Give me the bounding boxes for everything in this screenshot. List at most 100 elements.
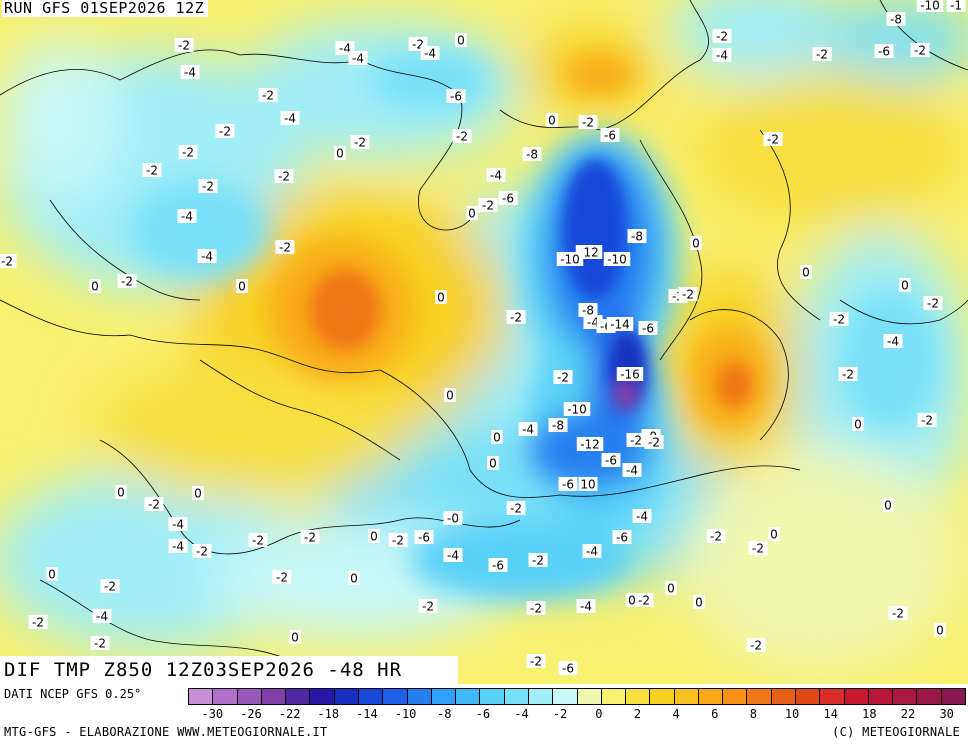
- svg-text:-2: -2: [304, 531, 316, 545]
- contour-label: -6: [488, 558, 508, 573]
- contour-label: -4: [92, 609, 112, 624]
- svg-text:-4: -4: [716, 49, 728, 63]
- contour-label: -2: [274, 169, 294, 184]
- svg-text:-2: -2: [767, 133, 779, 147]
- svg-text:-2: -2: [392, 534, 404, 548]
- credit-right: (C) METEOGIORNALE: [832, 725, 960, 739]
- scale-swatch: [480, 689, 505, 704]
- svg-text:-4: -4: [201, 250, 213, 264]
- contour-label: -2: [748, 541, 768, 556]
- contour-label: -8: [548, 418, 568, 433]
- svg-text:-2: -2: [412, 38, 424, 52]
- contour-label: -2: [528, 553, 548, 568]
- svg-text:0: 0: [437, 291, 445, 305]
- contour-label: -1: [946, 0, 966, 13]
- contour-label: -6: [558, 661, 578, 676]
- svg-text:-2: -2: [219, 125, 231, 139]
- contour-label: 0: [665, 581, 677, 596]
- contour-label: -4: [486, 168, 506, 183]
- run-title: RUN GFS 01SEP2026 12Z: [2, 0, 209, 17]
- svg-text:-2: -2: [276, 571, 288, 585]
- scale-swatch: [941, 689, 965, 704]
- svg-text:-4: -4: [284, 112, 296, 126]
- svg-text:-2: -2: [630, 434, 642, 448]
- svg-text:-6: -6: [418, 531, 430, 545]
- svg-text:-2: -2: [530, 655, 542, 669]
- svg-text:-4: -4: [626, 464, 638, 478]
- contour-label: -2: [712, 29, 732, 44]
- contour-label: -2: [198, 179, 218, 194]
- svg-text:-8: -8: [582, 304, 594, 318]
- scale-swatch: [456, 689, 481, 704]
- svg-text:-6: -6: [604, 129, 616, 143]
- contour-label: -2: [388, 533, 408, 548]
- contour-labels: -2 -4-4-2-40-4-2-4-2-2-2-2-2-20-6-2-4-2-4…: [0, 0, 966, 676]
- contour-label: -2: [888, 606, 908, 621]
- svg-text:-12: -12: [579, 246, 599, 260]
- svg-text:0: 0: [457, 34, 465, 48]
- contour-label: -2: [350, 135, 370, 150]
- scale-swatch: [650, 689, 675, 704]
- contour-label: -2: [117, 274, 137, 289]
- svg-text:0: 0: [901, 279, 909, 293]
- contour-label: -2: [553, 370, 573, 385]
- svg-text:-8: -8: [890, 13, 902, 27]
- contour-label: -4: [197, 249, 217, 264]
- svg-text:-2: -2: [557, 371, 569, 385]
- contour-label: -16: [616, 367, 644, 382]
- scale-label: 6: [711, 707, 719, 721]
- svg-text:-6: -6: [562, 478, 574, 492]
- svg-text:-2: -2: [148, 498, 160, 512]
- svg-text:-2: -2: [710, 530, 722, 544]
- contour-label: 0: [690, 236, 702, 251]
- contour-label: 0: [289, 630, 301, 645]
- svg-text:0: 0: [695, 596, 703, 610]
- svg-text:-14: -14: [610, 318, 630, 332]
- svg-text:-1: -1: [950, 0, 962, 13]
- svg-text:-2: -2: [530, 602, 542, 616]
- scale-swatch: [893, 689, 918, 704]
- svg-text:-6: -6: [616, 531, 628, 545]
- contour-label: 0: [334, 146, 346, 161]
- svg-text:-2: -2: [510, 311, 522, 325]
- contour-label: 0: [368, 529, 380, 544]
- scale-swatch: [237, 689, 262, 704]
- svg-text:-2: -2: [252, 534, 264, 548]
- svg-text:-6: -6: [492, 559, 504, 573]
- credit-left: MTG-GFS - ELABORAZIONE WWW.METEOGIORNALE…: [4, 725, 328, 739]
- scale-label: -26: [240, 707, 262, 721]
- svg-text:-2: -2: [582, 116, 594, 130]
- scale-label: -6: [475, 707, 491, 721]
- svg-text:0: 0: [291, 631, 299, 645]
- contour-label: -12: [576, 437, 604, 452]
- svg-text:-2: -2: [182, 146, 194, 160]
- scale-swatch: [820, 689, 845, 704]
- svg-text:0: 0: [370, 530, 378, 544]
- svg-text:-16: -16: [620, 368, 640, 382]
- contour-label: -6: [558, 477, 578, 492]
- svg-text:-2: -2: [532, 554, 544, 568]
- scale-swatch: [383, 689, 408, 704]
- svg-text:-6: -6: [642, 322, 654, 336]
- svg-text:0: 0: [117, 486, 125, 500]
- svg-text:0: 0: [854, 418, 862, 432]
- contour-label: -10: [563, 402, 591, 417]
- contour-label: -4: [420, 46, 440, 61]
- contour-label: 0: [348, 571, 360, 586]
- svg-text:0: 0: [48, 568, 56, 582]
- data-source: DATI NCEP GFS 0.25°: [4, 687, 142, 701]
- svg-text:-2: -2: [456, 130, 468, 144]
- map-caption: DIF TMP Z850 12Z03SEP2026 -48 HR: [0, 656, 458, 684]
- svg-text:-10: -10: [567, 403, 587, 417]
- svg-text:-2: -2: [32, 616, 44, 630]
- contour-label: -6: [612, 530, 632, 545]
- contour-label: -6: [498, 191, 518, 206]
- contour-label: -2: [812, 47, 832, 62]
- svg-text:-4: -4: [352, 52, 364, 66]
- svg-text:-2: -2: [510, 502, 522, 516]
- svg-text:-2: -2: [750, 639, 762, 653]
- svg-text:-2: -2: [94, 637, 106, 651]
- scale-label: -22: [278, 707, 301, 721]
- scale-label: 4: [672, 707, 680, 721]
- scale-swatch: [310, 689, 335, 704]
